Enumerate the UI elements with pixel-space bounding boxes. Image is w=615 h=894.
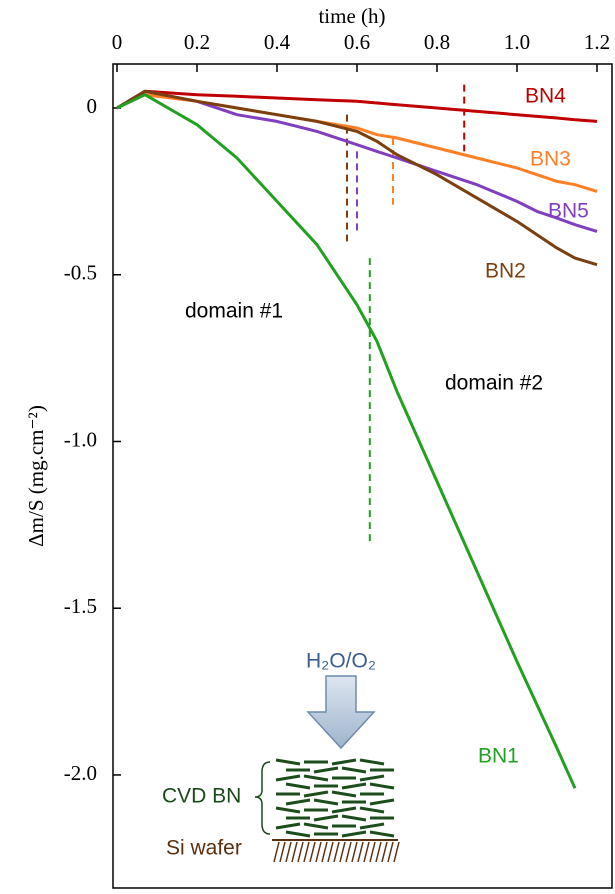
y-tick-label: -0.5	[64, 261, 97, 285]
x-tick-label: 0	[112, 30, 123, 54]
wafer-hatch	[315, 841, 322, 863]
wafer-hatch	[375, 841, 382, 863]
bn-layer	[341, 766, 367, 774]
wafer-hatch	[345, 841, 352, 863]
bn-layer	[359, 758, 385, 766]
x-tick-label: 1.2	[584, 30, 610, 54]
gas-label: H₂O/O₂	[306, 650, 376, 673]
x-tick-label: 0.4	[264, 30, 291, 54]
wafer-hatch	[303, 841, 310, 863]
substrate-label: Si wafer	[166, 837, 242, 860]
y-tick-label: -1.0	[64, 427, 97, 451]
wafer-hatch	[285, 841, 292, 863]
bn-layer	[285, 798, 311, 806]
wafer-hatch	[297, 841, 304, 863]
wafer-hatch	[291, 841, 298, 863]
series-line	[116, 89, 598, 267]
bn-layer	[359, 774, 385, 782]
wafer-hatch	[333, 841, 340, 863]
series-line	[116, 93, 577, 789]
bn-layer	[369, 782, 395, 790]
bn-layer	[303, 790, 329, 798]
wafer-hatch	[369, 841, 376, 863]
inset: H₂O/O₂ CVD BN Si wafer	[162, 650, 400, 863]
bn-layer	[313, 766, 339, 774]
bn-layer	[303, 822, 329, 830]
series-line	[116, 89, 598, 233]
y-axis-title: Δm/S (mg.cm⁻²)	[24, 405, 48, 547]
bn-layer	[275, 758, 301, 766]
bn-layer	[275, 822, 301, 830]
x-tick-label: 0.8	[424, 30, 450, 54]
wafer-hatch	[327, 841, 334, 863]
bn-layer	[313, 798, 339, 806]
series-label: BN4	[525, 85, 566, 108]
series-label: BN3	[530, 148, 571, 171]
series-label: BN1	[478, 745, 519, 768]
bn-layer	[331, 790, 357, 798]
x-tick-label: 1.0	[504, 30, 530, 54]
bn-layer	[275, 774, 301, 782]
wafer-hatch	[339, 841, 346, 863]
bn-layer	[275, 806, 301, 814]
bn-layer	[341, 814, 367, 822]
bn-layer	[331, 758, 357, 766]
brace	[254, 761, 271, 835]
wafer-hatch	[309, 841, 316, 863]
x-axis-title: time (h)	[318, 4, 385, 28]
bn-layer	[359, 806, 385, 814]
wafer-hatch	[381, 841, 388, 863]
bn-layer	[359, 822, 385, 830]
bn-layer	[369, 798, 395, 806]
bn-layer	[313, 814, 339, 822]
wafer-hatch	[363, 841, 370, 863]
bn-layer	[369, 830, 395, 838]
wafer-hatch	[321, 841, 328, 863]
wafer-hatch	[351, 841, 358, 863]
series-line	[116, 89, 598, 123]
annotation: domain #1	[185, 300, 283, 323]
bn-layer	[341, 782, 367, 790]
y-tick-label: -2.0	[64, 761, 97, 785]
bn-layer	[331, 806, 357, 814]
wafer-hatch	[387, 841, 394, 863]
layer-label: CVD BN	[162, 785, 241, 808]
bn-layer	[285, 782, 311, 790]
bn-layer	[341, 830, 367, 838]
y-tick-label: -1.5	[64, 594, 97, 618]
wafer-hatch	[357, 841, 364, 863]
series-label: BN2	[485, 260, 526, 283]
series-label: BN5	[548, 200, 589, 223]
x-tick-label: 0.2	[184, 30, 210, 54]
annotation: domain #2	[445, 372, 543, 395]
x-tick-label: 0.6	[344, 30, 370, 54]
bn-layer	[303, 774, 329, 782]
y-tick-label: 0	[87, 94, 98, 118]
wafer-hatch	[393, 841, 400, 863]
wafer-hatch	[279, 841, 286, 863]
bn-layer	[285, 830, 311, 838]
gas-arrow	[306, 675, 376, 750]
plot-frame	[112, 63, 613, 889]
wafer-hatch	[273, 841, 280, 863]
